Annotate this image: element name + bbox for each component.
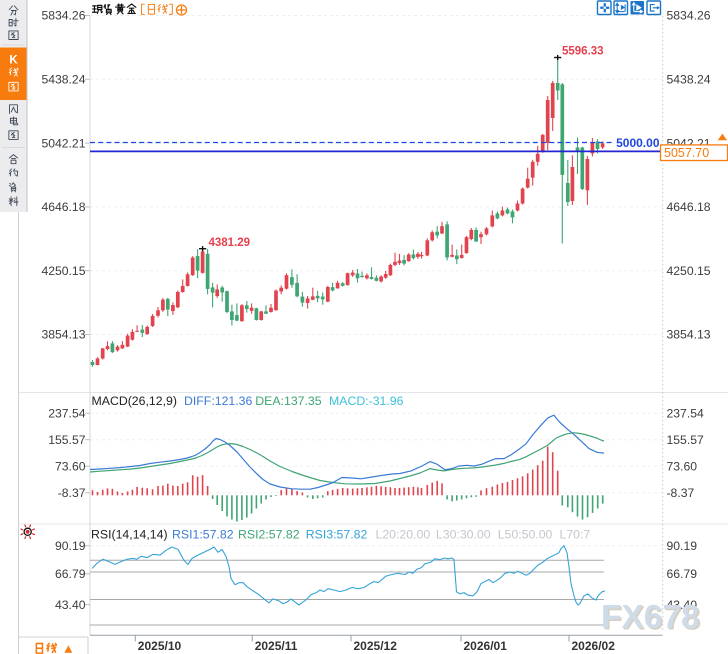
svg-text:-8.37: -8.37 [667, 486, 695, 500]
svg-text:90.19: 90.19 [55, 539, 86, 553]
svg-text:L50:50.00: L50:50.00 [498, 528, 553, 542]
svg-text:RSI2:57.82: RSI2:57.82 [238, 528, 300, 542]
svg-text:5042.21: 5042.21 [41, 136, 85, 150]
svg-text:3854.13: 3854.13 [667, 328, 711, 342]
svg-text:43.40: 43.40 [55, 598, 86, 612]
svg-text:FX678: FX678 [603, 601, 702, 638]
svg-text:5057.70: 5057.70 [664, 146, 709, 160]
svg-text:L70:7: L70:7 [560, 528, 591, 542]
svg-text:L30:30.00: L30:30.00 [436, 528, 491, 542]
svg-text:FX678: FX678 [601, 599, 700, 636]
svg-text:4646.18: 4646.18 [667, 200, 711, 214]
svg-text:5438.24: 5438.24 [41, 73, 85, 87]
svg-text:155.57: 155.57 [667, 433, 704, 447]
svg-text:RSI(14,14,14): RSI(14,14,14) [91, 528, 168, 542]
svg-text:2025/11: 2025/11 [255, 639, 298, 653]
svg-text:73.60: 73.60 [667, 459, 698, 473]
svg-text:155.57: 155.57 [48, 433, 85, 447]
svg-text:90.19: 90.19 [667, 539, 698, 553]
svg-text:-8.37: -8.37 [58, 486, 86, 500]
svg-text:66.79: 66.79 [667, 567, 698, 581]
svg-text:MACD:-31.96: MACD:-31.96 [329, 394, 404, 408]
svg-text:2026/02: 2026/02 [572, 639, 616, 653]
svg-text:4381.29: 4381.29 [209, 237, 251, 249]
svg-text:237.54: 237.54 [667, 406, 704, 420]
svg-text:2025/10: 2025/10 [138, 639, 182, 653]
svg-text:RSI1:57.82: RSI1:57.82 [172, 528, 234, 542]
svg-text:43.40: 43.40 [667, 598, 698, 612]
svg-text:K: K [9, 55, 18, 67]
svg-text:L20:20.00: L20:20.00 [376, 528, 431, 542]
svg-text:DIFF:121.36: DIFF:121.36 [184, 394, 253, 408]
svg-text:5834.26: 5834.26 [667, 9, 711, 23]
svg-text:5438.24: 5438.24 [667, 73, 711, 87]
svg-text:3854.13: 3854.13 [41, 328, 85, 342]
svg-text:66.79: 66.79 [55, 567, 86, 581]
svg-text:5000.00: 5000.00 [616, 136, 660, 150]
svg-text:2026/01: 2026/01 [464, 639, 508, 653]
svg-text:DEA:137.35: DEA:137.35 [255, 394, 321, 408]
svg-text:MACD(26,12,9): MACD(26,12,9) [92, 394, 177, 408]
svg-text:73.60: 73.60 [55, 459, 86, 473]
svg-text:5834.26: 5834.26 [41, 9, 85, 23]
svg-text:4250.15: 4250.15 [41, 264, 85, 278]
svg-text:RSI3:57.82: RSI3:57.82 [306, 528, 368, 542]
svg-text:4646.18: 4646.18 [41, 200, 85, 214]
svg-text:237.54: 237.54 [48, 406, 85, 420]
svg-text:4250.15: 4250.15 [667, 264, 711, 278]
svg-text:5596.33: 5596.33 [562, 46, 604, 58]
svg-text:2025/12: 2025/12 [354, 639, 398, 653]
